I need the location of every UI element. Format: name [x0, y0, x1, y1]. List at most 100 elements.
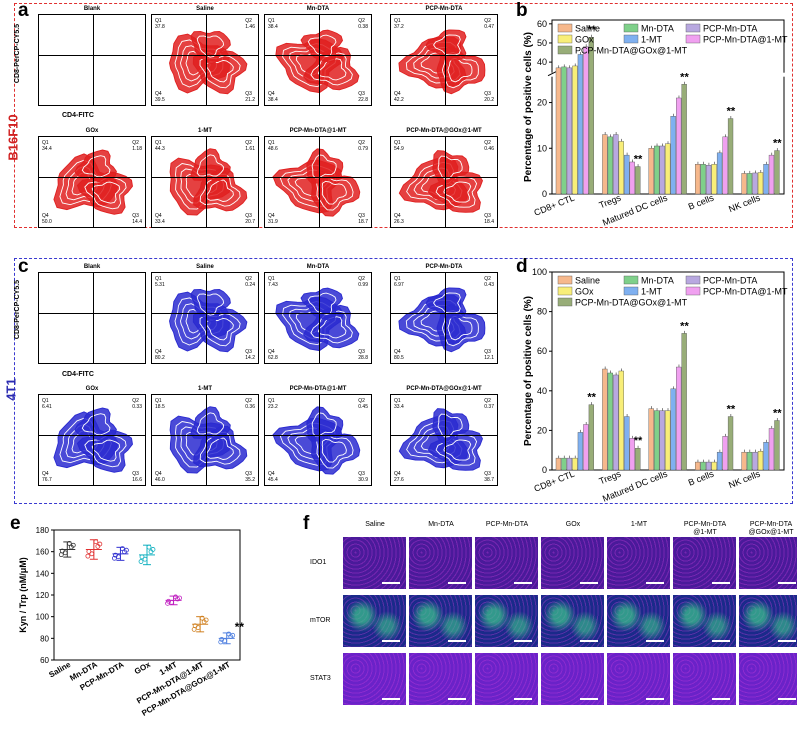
y-tick-label: 80 — [40, 634, 49, 643]
bar-PCP-Mn-DTA — [705, 461, 712, 471]
bar-PCP-Mn-DTA@1-MT — [722, 436, 728, 471]
quadrant-q3-value: Q3 21.2 — [245, 91, 255, 103]
flow-contour — [196, 293, 225, 316]
data-point — [112, 555, 117, 561]
scale-bar — [646, 582, 664, 584]
legend-label: 1-MT — [641, 35, 662, 45]
scale-bar — [514, 640, 532, 642]
flow-contour — [190, 406, 231, 439]
y-axis-label: Kyn / Trp (nM/μM) — [18, 557, 28, 633]
bar-PCP-Mn-DTA — [613, 374, 619, 471]
bar-Saline — [648, 408, 654, 471]
if-image — [475, 653, 538, 705]
scale-bar — [448, 698, 466, 700]
quadrant-q1-value: Q1 37.2 — [394, 18, 404, 30]
data-point — [218, 639, 224, 645]
flow-contour — [81, 155, 111, 178]
quadrant-q4-value: Q4 46.0 — [155, 471, 165, 483]
bar-PCP-Mn-DTA@GOx@1-MT — [635, 166, 641, 195]
quadrant-q4-value: Q4 33.4 — [155, 213, 165, 225]
bar-Mn-DTA — [607, 136, 613, 195]
flow-a-title: Saline — [196, 6, 214, 12]
legend-swatch — [557, 34, 573, 44]
legend-swatch — [685, 23, 701, 33]
quadrant-q2-value: Q2 1.18 — [132, 140, 142, 152]
if-image — [673, 595, 736, 647]
data-point — [173, 594, 178, 600]
data-point — [219, 637, 225, 642]
flow-contour — [84, 176, 127, 210]
quadrant-q3-value: Q3 20.7 — [245, 213, 255, 225]
y-axis-label: Percentage of positive cells (%) — [523, 296, 534, 446]
flow-contour — [441, 51, 479, 89]
bar-1-MT — [624, 154, 630, 195]
bar-Mn-DTA — [746, 173, 753, 195]
quadrant-q1-value: Q1 48.6 — [268, 140, 278, 152]
flow-c-plot: Q1 23.2 Q2 0.45 Q4 45.4 Q3 30.9 — [264, 394, 372, 486]
quadrant-q4-value: Q4 80.2 — [155, 349, 165, 361]
significance-star: ** — [773, 408, 782, 420]
data-point — [199, 615, 205, 621]
quadrant-vline — [319, 137, 320, 227]
flow-density-plot — [272, 148, 361, 217]
flow-c-plot: Q1 7.43 Q2 0.99 Q4 62.8 Q3 28.8 — [264, 272, 372, 364]
if-image — [409, 537, 472, 589]
bar-PCP-Mn-DTA@1-MT — [768, 154, 775, 195]
bar-PCP-Mn-DTA@GOx@1-MT — [727, 118, 734, 195]
bar-Saline — [555, 457, 562, 471]
bar-Mn-DTA — [561, 66, 567, 195]
bar-PCP-Mn-DTA@1-MT — [676, 366, 682, 471]
legend-label: Saline — [575, 24, 600, 34]
scale-bar — [448, 640, 466, 642]
legend-swatch — [557, 286, 573, 296]
flow-contour — [311, 154, 337, 179]
if-image — [739, 653, 797, 705]
flow-a-title: PCP-Mn-DTA@GOx@1-MT — [406, 128, 482, 134]
bar-1-MT — [670, 388, 676, 471]
data-point — [124, 547, 129, 553]
panel-f-row-label: STAT3 — [310, 675, 331, 682]
quadrant-q2-value: Q2 0.43 — [484, 276, 494, 288]
y-tick-label: 100 — [36, 613, 50, 622]
legend-swatch — [623, 34, 639, 44]
panel-f-row-label: IDO1 — [310, 559, 327, 566]
flow-a-plot: Q1 48.6 Q2 0.79 Q4 31.9 Q3 18.7 — [264, 136, 372, 228]
significance-star: ** — [587, 392, 596, 404]
panel-f-row-label: mTOR — [310, 617, 331, 624]
y-tick-label: 120 — [36, 591, 50, 600]
flow-a-plot: Q1 37.8 Q2 1.46 Q4 39.5 Q3 21.2 — [151, 14, 259, 106]
quadrant-hline — [391, 313, 497, 314]
quadrant-q4-value: Q4 26.3 — [394, 213, 404, 225]
panel-letter-f: f — [303, 513, 310, 534]
quadrant-q2-value: Q2 1.61 — [245, 140, 255, 152]
bar-Saline — [555, 67, 562, 195]
legend-label: PCP-Mn-DTA@1-MT — [703, 35, 788, 45]
data-point — [89, 551, 95, 557]
flow-c-xlabel: CD4-FITC — [62, 371, 94, 378]
bar-PCP-Mn-DTA — [613, 134, 619, 195]
bar-Mn-DTA — [746, 451, 753, 471]
bar-PCP-Mn-DTA@GOx@1-MT — [774, 150, 780, 195]
bar-PCP-Mn-DTA@1-MT — [583, 46, 589, 195]
legend-label: PCP-Mn-DTA — [703, 24, 757, 34]
quadrant-q2-value: Q2 0.47 — [484, 18, 494, 30]
bar-PCP-Mn-DTA — [705, 164, 712, 195]
quadrant-q4-value: Q4 27.6 — [394, 471, 404, 483]
bar-Saline — [694, 164, 701, 195]
flow-contour — [196, 412, 225, 435]
data-point — [86, 549, 92, 554]
data-point — [93, 539, 99, 545]
quadrant-hline — [152, 313, 258, 314]
flow-a-plot: Q1 37.2 Q2 0.47 Q4 42.2 Q3 20.2 — [390, 14, 498, 106]
legend-label: Saline — [575, 276, 600, 286]
legend-label: PCP-Mn-DTA@GOx@1-MT — [575, 298, 688, 308]
y-tick-label: 50 — [537, 38, 547, 48]
flow-c-plot — [38, 272, 146, 364]
flow-c-title: 1-MT — [198, 386, 212, 392]
x-tick-label: B cells — [687, 192, 716, 211]
chart-b: Percentage of positive cells (%) 0 10 20 40 5… — [523, 19, 788, 226]
x-tick-label: CD8+ CTL — [533, 469, 576, 494]
panel-letter-c: c — [18, 256, 29, 277]
y-tick-label: 40 — [537, 386, 547, 396]
chart-d: Percentage of positive cells (%) 0 20 40 60 8… — [523, 267, 788, 502]
